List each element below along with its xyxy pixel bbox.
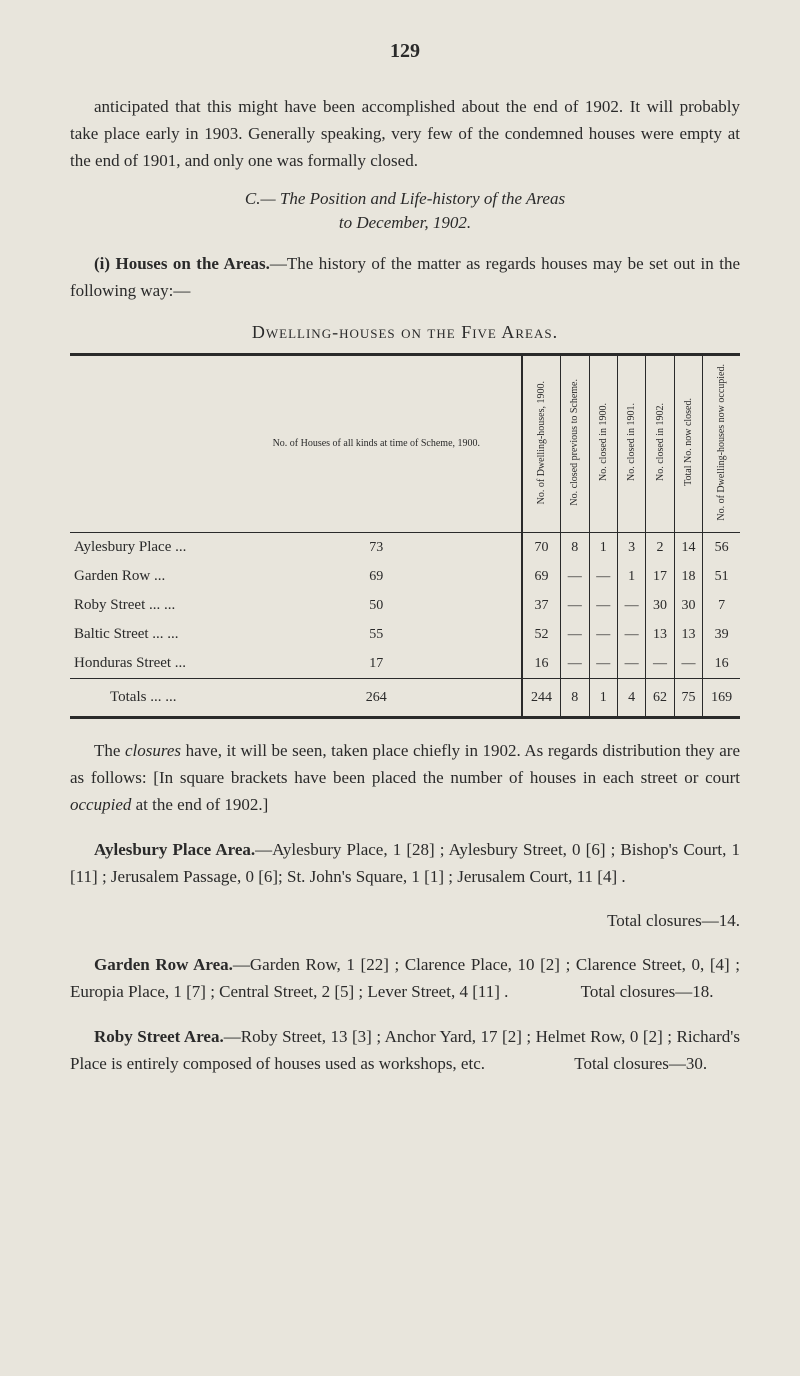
cell: 16 [522,649,561,679]
totals-cell: 264 [232,679,522,718]
p3e: at the end of 1902.] [131,795,268,814]
page-number: 129 [70,40,740,63]
cell: 17 [646,562,674,591]
dwelling-houses-table: No. of Houses of all kinds at time of Sc… [70,353,740,719]
cell: 52 [522,620,561,649]
cell: 55 [232,620,522,649]
cell: — [589,591,617,620]
cell: 14 [674,533,702,563]
garden-total: Total closures—18. [581,982,714,1001]
cell: 56 [703,533,740,563]
table-caption: Dwelling-houses on the Five Areas. [70,322,740,343]
row-label: Roby Street ... ... [70,591,232,620]
th-closed-1900: No. closed in 1900. [589,354,617,532]
th-total-closed: Total No. now closed. [674,354,702,532]
cell: 73 [232,533,522,563]
cell: 39 [703,620,740,649]
cell: — [589,562,617,591]
table-row: Roby Street ... ... 50 37 — — — 30 30 7 [70,591,740,620]
cell: 13 [674,620,702,649]
totals-cell: 62 [646,679,674,718]
totals-cell: 244 [522,679,561,718]
garden-head: Garden Row Area. [94,955,233,974]
totals-cell: 8 [561,679,589,718]
p3a: The [94,741,125,760]
cell: — [617,620,645,649]
cell: — [589,649,617,679]
paragraph-3: The closures have, it will be seen, take… [70,737,740,819]
cell: — [646,649,674,679]
cell: 69 [232,562,522,591]
th-closed-1901: No. closed in 1901. [617,354,645,532]
row-label: Baltic Street ... ... [70,620,232,649]
th-closed-1902: No. closed in 1902. [646,354,674,532]
table-body: Aylesbury Place ... 73 70 8 1 3 2 14 56 … [70,533,740,718]
cell: 69 [522,562,561,591]
cell: 1 [617,562,645,591]
cell: 16 [703,649,740,679]
cell: 70 [522,533,561,563]
garden-para: Garden Row Area.—Garden Row, 1 [22] ; Cl… [70,951,740,1005]
cell: 50 [232,591,522,620]
section-c-line2: to December, 1902. [70,213,740,233]
paragraph-2: (i) Houses on the Areas.—The history of … [70,250,740,304]
totals-cell: 1 [589,679,617,718]
cell: 30 [646,591,674,620]
cell: 30 [674,591,702,620]
row-label: Garden Row ... [70,562,232,591]
cell: — [617,649,645,679]
roby-total: Total closures—30. [574,1054,707,1073]
cell: 3 [617,533,645,563]
cell: 1 [589,533,617,563]
paragraph-1: anticipated that this might have been ac… [70,93,740,175]
th-houses-all: No. of Houses of all kinds at time of Sc… [232,354,522,532]
table-row: Honduras Street ... 17 16 — — — — — 16 [70,649,740,679]
roby-para: Roby Street Area.—Roby Street, 13 [3] ; … [70,1023,740,1077]
row-label: Honduras Street ... [70,649,232,679]
p3b-closures: closures [125,741,181,760]
th-dwelling-1900: No. of Dwelling-houses, 1900. [522,354,561,532]
section-c-line1: C.— The Position and Life-history of the… [70,189,740,209]
totals-cell: 169 [703,679,740,718]
cell: — [674,649,702,679]
totals-cell: 75 [674,679,702,718]
aylesbury-para: Aylesbury Place Area.—Aylesbury Place, 1… [70,836,740,890]
roby-head: Roby Street Area. [94,1027,224,1046]
cell: 13 [646,620,674,649]
row-label: Aylesbury Place ... [70,533,232,563]
table-row: Aylesbury Place ... 73 70 8 1 3 2 14 56 [70,533,740,563]
cell: 51 [703,562,740,591]
cell: — [561,620,589,649]
cell: 37 [522,591,561,620]
cell: 8 [561,533,589,563]
totals-cell: 4 [617,679,645,718]
para2-lead: (i) Houses on the Areas. [94,254,270,273]
cell: — [617,591,645,620]
th-blank [70,354,232,532]
totals-label: Totals ... ... [70,679,232,718]
cell: — [561,591,589,620]
table-row: Baltic Street ... ... 55 52 — — — 13 13 … [70,620,740,649]
table-header-row: No. of Houses of all kinds at time of Sc… [70,354,740,532]
aylesbury-head: Aylesbury Place Area. [94,840,255,859]
cell: — [589,620,617,649]
th-now-occupied: No. of Dwelling-houses now occupied. [703,354,740,532]
page-container: 129 anticipated that this might have bee… [0,0,800,1139]
th-closed-prev: No. closed previous to Scheme. [561,354,589,532]
aylesbury-total: Total closures—14. [70,907,740,934]
cell: — [561,562,589,591]
table-row: Garden Row ... 69 69 — — 1 17 18 51 [70,562,740,591]
table-totals-row: Totals ... ... 264 244 8 1 4 62 75 169 [70,679,740,718]
p3d-occupied: occupied [70,795,131,814]
cell: 18 [674,562,702,591]
cell: — [561,649,589,679]
cell: 17 [232,649,522,679]
cell: 7 [703,591,740,620]
cell: 2 [646,533,674,563]
